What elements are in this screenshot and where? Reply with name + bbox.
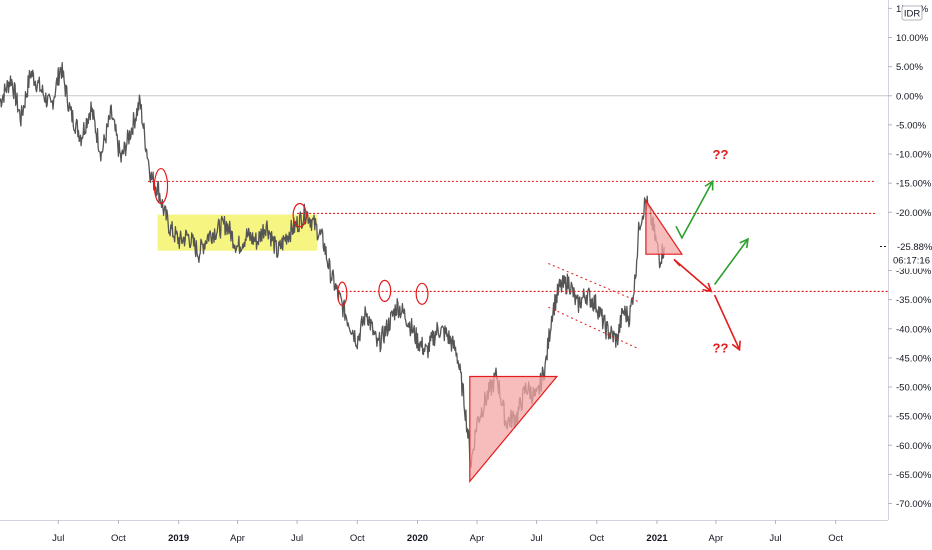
x-tick-label: Jul: [531, 533, 543, 544]
x-tick-label: Jul: [769, 533, 781, 544]
y-tick-label: -65.00%: [896, 470, 932, 481]
scenario-arrow-2: [713, 238, 749, 285]
x-tick-label: Oct: [589, 533, 604, 544]
y-tick-label: -45.00%: [896, 353, 932, 364]
current-value-box: [889, 238, 932, 269]
y-tick-label: -55.00%: [896, 412, 932, 423]
channel-line-2: [548, 306, 640, 350]
scenario-arrow-4: [713, 294, 741, 351]
circle-marker-4: [378, 279, 392, 302]
y-tick-label: -30.00%: [896, 266, 932, 277]
arrow-head-3: [702, 282, 713, 293]
x-tick-label: Jul: [291, 533, 303, 544]
x-tick-label: Jul: [52, 533, 64, 544]
scenario-arrow-3: [673, 258, 712, 293]
y-tick-label: -5.00%: [896, 120, 927, 131]
circle-marker-2: [292, 202, 307, 228]
drawings: ????: [147, 147, 888, 484]
price-series: [0, 61, 665, 468]
y-tick-label: 10.00%: [896, 33, 929, 44]
y-tick-label: -70.00%: [896, 499, 932, 510]
x-tick-label: Apr: [230, 533, 245, 544]
x-tick-label: Oct: [111, 533, 126, 544]
x-tick-label: 2019: [168, 533, 189, 544]
triangle-pattern-2: [645, 198, 684, 255]
annotation-2: ??: [713, 341, 729, 356]
y-tick-label: -15.00%: [896, 179, 932, 190]
y-tick-label: -60.00%: [896, 441, 932, 452]
current-value-label: -25.88%: [897, 242, 932, 253]
countdown-label: 06:17:16: [893, 256, 930, 267]
arrow-head-1: [704, 179, 714, 191]
x-tick-label: 2021: [646, 533, 668, 544]
circle-marker-5: [415, 282, 429, 305]
y-tick-label: -35.00%: [896, 295, 932, 306]
circle-marker-3: [337, 281, 348, 307]
arrow-head-4: [731, 340, 741, 352]
channel-line-1: [548, 263, 640, 303]
currency-badge: [901, 5, 923, 21]
y-tick-label: -20.00%: [896, 208, 932, 219]
y-tick-label: 5.00%: [896, 62, 923, 73]
triangle-pattern-1: [469, 375, 559, 484]
annotation-1: ??: [713, 147, 729, 162]
circle-marker-1: [153, 167, 169, 205]
scenario-arrow-1: [675, 181, 714, 240]
currency-label: IDR: [904, 9, 921, 20]
arrow-head-2: [739, 237, 749, 249]
x-tick-label: Oct: [828, 533, 843, 544]
y-tick-label: -10.00%: [896, 150, 932, 161]
x-tick-label: 2020: [407, 533, 428, 544]
y-tick-label: 0.00%: [896, 91, 923, 102]
x-tick-label: Oct: [350, 533, 365, 544]
y-tick-label: -40.00%: [896, 324, 932, 335]
y-tick-label: -50.00%: [896, 383, 932, 394]
price-line: [0, 61, 665, 468]
x-tick-label: Apr: [708, 533, 723, 544]
x-tick-label: Apr: [470, 533, 485, 544]
